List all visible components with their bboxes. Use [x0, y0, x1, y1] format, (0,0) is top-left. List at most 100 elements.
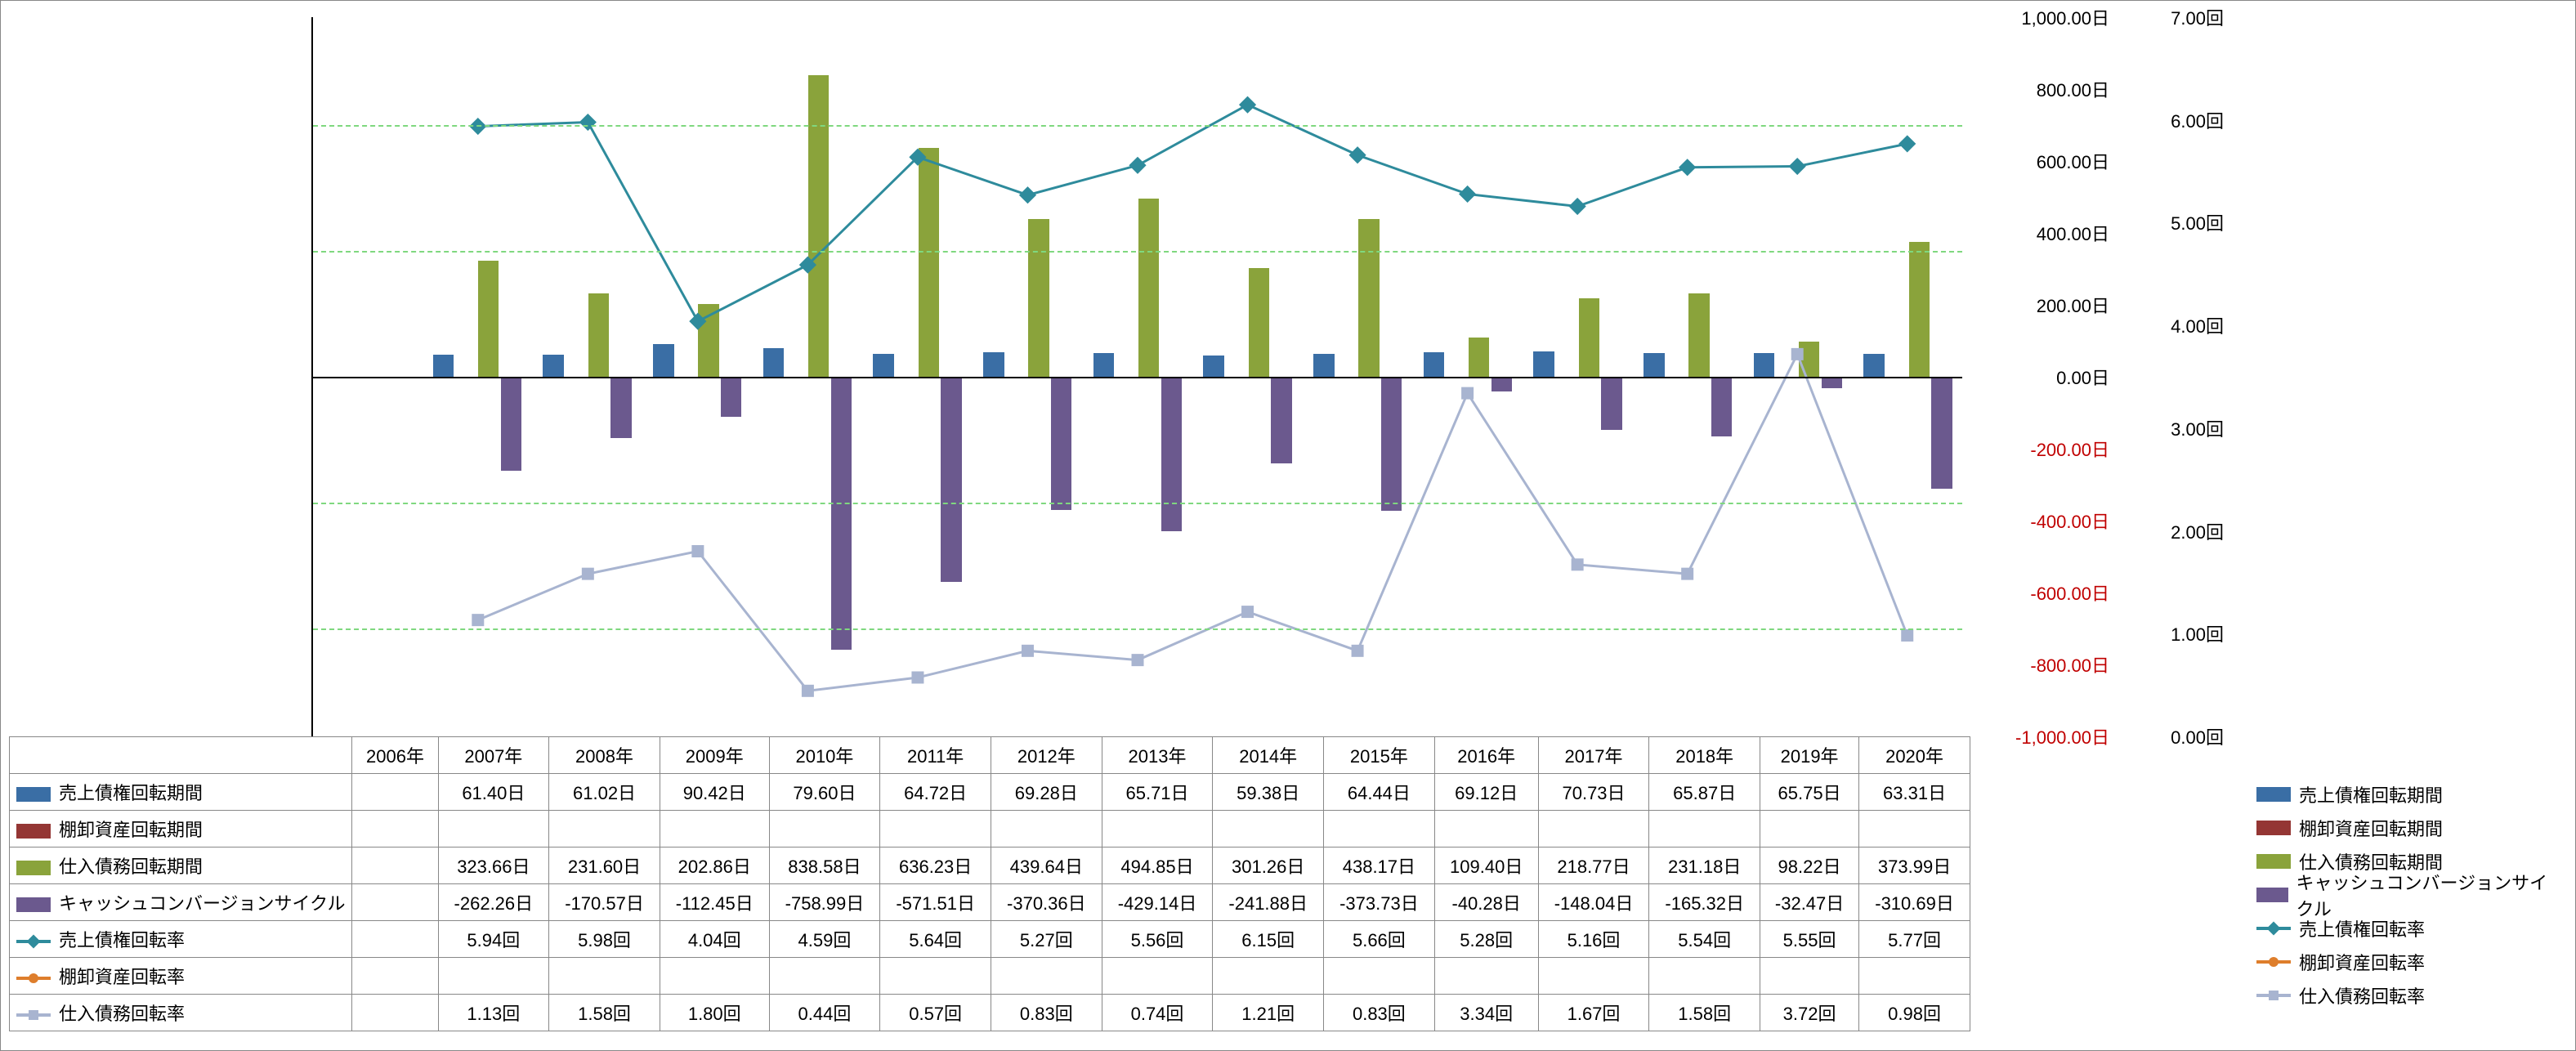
table-cell: [880, 811, 991, 848]
table-cell: [1649, 958, 1760, 995]
table-cell: 64.72日: [880, 774, 991, 811]
chart-container: 1,000.00日800.00日600.00日400.00日200.00日0.0…: [0, 0, 2576, 1051]
legend-label: 売上債権回転率: [2299, 915, 2425, 941]
legend-entry: 棚卸資産回転率: [2256, 945, 2559, 978]
table-cell: 70.73日: [1538, 774, 1649, 811]
table-corner: [10, 737, 352, 774]
table-cell: 0.83回: [991, 995, 1102, 1031]
table-cell: [352, 848, 438, 884]
y-left-tick: 0.00日: [1979, 364, 2109, 390]
table-col-header: 2015年: [1324, 737, 1435, 774]
table-cell: [769, 811, 880, 848]
series-name: キャッシュコンバージョンサイクル: [59, 893, 345, 914]
table-cell: -310.69日: [1859, 884, 1970, 921]
table-cell: [1538, 958, 1649, 995]
table-cell: [352, 958, 438, 995]
table-cell: 5.28回: [1434, 921, 1538, 958]
table-cell: 231.60日: [549, 848, 660, 884]
data-table: 2006年2007年2008年2009年2010年2011年2012年2013年…: [9, 736, 1970, 1031]
table-row-label: 売上債権回転期間: [10, 774, 352, 811]
legend-label: 仕入債務回転率: [2299, 982, 2425, 1009]
table-cell: 61.40日: [438, 774, 549, 811]
table-cell: 1.13回: [438, 995, 549, 1031]
marker-urikake_rate: [579, 114, 596, 131]
table-cell: [1213, 958, 1324, 995]
table-cell: 3.34回: [1434, 995, 1538, 1031]
y-left-tick: -800.00日: [1979, 651, 2109, 678]
y-left-tick: 400.00日: [1979, 220, 2109, 246]
marker-shiire_rate: [802, 685, 813, 696]
table-cell: 5.54回: [1649, 921, 1760, 958]
marker-shiire_rate: [1022, 645, 1033, 656]
series-name: 棚卸資産回転期間: [59, 820, 203, 840]
table-cell: [991, 811, 1102, 848]
series-name: 仕入債務回転期間: [59, 856, 203, 877]
gridline: [313, 251, 1962, 253]
table-cell: 438.17日: [1324, 848, 1435, 884]
table-cell: [1434, 811, 1538, 848]
table-cell: -262.26日: [438, 884, 549, 921]
table-cell: 202.86日: [660, 848, 769, 884]
table-cell: -429.14日: [1102, 884, 1213, 921]
table-cell: 65.87日: [1649, 774, 1760, 811]
table-cell: 0.57回: [880, 995, 991, 1031]
table-cell: -571.51日: [880, 884, 991, 921]
marker-urikake_rate: [1569, 199, 1585, 215]
legend-entry: 仕入債務回転率: [2256, 978, 2559, 1012]
table-cell: [660, 811, 769, 848]
table-cell: [1859, 811, 1970, 848]
legend-label: 棚卸資産回転期間: [2299, 815, 2443, 841]
y-axis-turns: 7.00回6.00回5.00回4.00回3.00回2.00回1.00回0.00回: [2126, 17, 2224, 736]
table-cell: 301.26日: [1213, 848, 1324, 884]
table-col-header: 2011年: [880, 737, 991, 774]
table-col-header: 2012年: [991, 737, 1102, 774]
marker-shiire_rate: [1902, 629, 1913, 641]
legend-entry: 棚卸資産回転期間: [2256, 811, 2559, 844]
table-cell: [352, 921, 438, 958]
line-urikake_rate: [478, 105, 1907, 321]
marker-shiire_rate: [1132, 655, 1143, 666]
marker-shiire_rate: [1791, 348, 1803, 360]
marker-shiire_rate: [1462, 387, 1474, 399]
y-left-tick: -200.00日: [1979, 436, 2109, 462]
table-cell: [1102, 958, 1213, 995]
table-cell: [1760, 811, 1859, 848]
table-cell: [1538, 811, 1649, 848]
y-left-tick: 200.00日: [1979, 292, 2109, 318]
y-right-tick: 2.00回: [2171, 518, 2224, 544]
table-cell: 1.58回: [1649, 995, 1760, 1031]
table-cell: 63.31日: [1859, 774, 1970, 811]
table-cell: [991, 958, 1102, 995]
table-cell: [769, 958, 880, 995]
gridline: [313, 628, 1962, 630]
gridline: [313, 503, 1962, 504]
table-cell: [352, 884, 438, 921]
table-cell: 5.94回: [438, 921, 549, 958]
y-left-tick: 1,000.00日: [1979, 4, 2109, 30]
marker-urikake_rate: [1679, 159, 1696, 176]
table-cell: [352, 774, 438, 811]
table-cell: 61.02日: [549, 774, 660, 811]
table-cell: -40.28日: [1434, 884, 1538, 921]
table-cell: 5.27回: [991, 921, 1102, 958]
legend-entry: キャッシュコンバージョンサイクル: [2256, 878, 2559, 911]
marker-urikake_rate: [1129, 157, 1146, 173]
table-col-header: 2009年: [660, 737, 769, 774]
y-left-tick: -1,000.00日: [1979, 723, 2109, 749]
table-cell: -165.32日: [1649, 884, 1760, 921]
table-cell: 90.42日: [660, 774, 769, 811]
table-cell: 1.21回: [1213, 995, 1324, 1031]
table-cell: [549, 811, 660, 848]
table-cell: [1324, 811, 1435, 848]
marker-shiire_rate: [912, 672, 924, 683]
marker-urikake_rate: [1020, 187, 1036, 203]
table-cell: 109.40日: [1434, 848, 1538, 884]
table-cell: 373.99日: [1859, 848, 1970, 884]
table-cell: 69.28日: [991, 774, 1102, 811]
table-col-header: 2018年: [1649, 737, 1760, 774]
table-cell: -170.57日: [549, 884, 660, 921]
marker-urikake_rate: [1460, 186, 1476, 203]
table-cell: 4.59回: [769, 921, 880, 958]
table-cell: -373.73日: [1324, 884, 1435, 921]
table-row-label: 棚卸資産回転率: [10, 958, 352, 995]
